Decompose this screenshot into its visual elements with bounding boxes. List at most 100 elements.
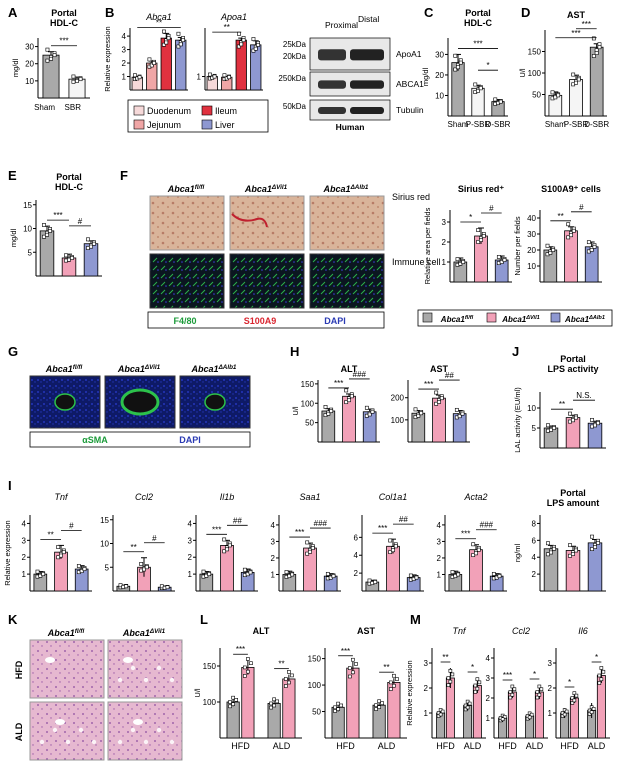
data-point: [348, 666, 352, 670]
panel-label-B: B: [105, 5, 114, 20]
data-point: [41, 572, 46, 577]
data-point: [208, 72, 212, 77]
y-tick-label: 15: [23, 201, 32, 210]
y-tick-label: 150: [301, 380, 315, 389]
data-point: [231, 695, 235, 700]
data-point: [437, 400, 441, 404]
data-point: [176, 31, 181, 36]
data-point: [364, 405, 369, 410]
significance-label: **: [48, 530, 54, 539]
image-column-label: Abca1fl/fl: [45, 364, 83, 375]
x-tick-label: D-SBR: [486, 120, 511, 129]
y-tick-label: 100: [528, 69, 542, 78]
data-point: [89, 244, 93, 249]
panel-g-stain-legend: αSMA DAPI: [29, 431, 251, 448]
x-tick-label: Sham: [34, 103, 55, 112]
significance-label: *: [533, 670, 536, 679]
data-point: [325, 571, 330, 576]
x-tick-label: ALD: [464, 741, 482, 751]
panel-label-E: E: [8, 168, 17, 183]
data-point: [75, 78, 79, 83]
data-point: [290, 572, 295, 577]
significance-label: ***: [571, 29, 580, 38]
data-point: [478, 86, 483, 91]
data-point: [499, 260, 504, 264]
significance-label: **: [131, 543, 137, 552]
data-point: [546, 541, 550, 546]
data-point: [310, 546, 315, 550]
blot-protein-label: ABCA1: [396, 79, 424, 89]
legend-frame: [127, 99, 269, 133]
panel-m-tnf-chart: 1 2 3 Relative expression ** HFD * ALD Tnf: [405, 626, 486, 751]
data-point: [539, 687, 544, 692]
y-tick-label: 6: [354, 533, 359, 542]
data-point: [476, 547, 481, 552]
data-point: [243, 674, 247, 678]
data-point: [571, 552, 575, 556]
image-column-label: Abca1ΔAlb1: [323, 184, 369, 195]
data-point: [537, 692, 542, 697]
data-point: [446, 676, 451, 680]
data-point: [599, 666, 604, 670]
data-point: [391, 548, 395, 553]
vessel-mark: [204, 393, 226, 411]
chart-title: Il6: [578, 626, 588, 636]
chart-title: AST: [357, 626, 376, 636]
chart-title: Tnf: [452, 626, 467, 636]
data-point: [591, 707, 596, 711]
legend-label: Liver: [215, 120, 235, 130]
chart-title: Sirius red⁺: [458, 184, 505, 194]
significance-label: *: [486, 61, 489, 70]
data-point: [589, 248, 594, 252]
data-point: [450, 570, 455, 574]
data-point: [284, 677, 288, 681]
data-point: [597, 45, 602, 50]
data-point: [64, 253, 68, 258]
lipid-droplet-mark: [130, 665, 136, 671]
panel-l-ast-chart: 50 100 150 *** HFD ** ALD AST: [308, 626, 407, 751]
blot-marker: 250kDa: [278, 74, 306, 83]
legend-swatch: [133, 105, 145, 116]
panel-i-ccl2-chart: 5 10 15 ** # Ccl2: [100, 492, 175, 592]
y-tick-label: 4: [532, 553, 537, 562]
panel-i-acta2-chart: 1 2 3 4 *** ### Acta2: [437, 492, 507, 592]
he-micrograph: [29, 701, 105, 761]
data-point: [535, 695, 540, 700]
lipid-droplet-mark: [156, 727, 162, 733]
data-point: [308, 549, 312, 554]
image-column-label: Abca1fl/fl: [167, 184, 205, 195]
data-point: [246, 669, 250, 674]
data-point: [455, 257, 460, 262]
data-point: [78, 77, 83, 82]
lipid-droplet-mark: [169, 739, 175, 745]
data-point: [601, 669, 606, 674]
y-tick-label: 1: [188, 570, 193, 579]
significance-label: ##: [445, 371, 454, 380]
panel-f-sirius-chart: 1 2 3 Relative area per fields * # Sirius red⁺: [423, 184, 512, 284]
significance-label: ***: [424, 380, 433, 389]
stain-legend-label: S100A9: [244, 316, 277, 326]
chart-title: Apoa1: [220, 12, 247, 22]
data-point: [339, 703, 343, 708]
vessel-mark: [54, 393, 76, 411]
y-tick-label: 1: [442, 258, 447, 267]
legend-swatch: [422, 312, 433, 323]
y-tick-label: 2: [548, 684, 553, 693]
vessel-mark: [45, 657, 55, 663]
data-point: [71, 74, 76, 79]
data-point: [354, 662, 358, 666]
data-point: [593, 423, 597, 428]
data-point: [76, 564, 81, 568]
significance-label: #: [69, 521, 74, 530]
data-point: [476, 228, 481, 232]
data-point: [566, 235, 571, 240]
data-point: [473, 683, 478, 688]
data-point: [496, 255, 501, 259]
y-tick-label: 15: [100, 516, 109, 525]
data-point: [456, 572, 461, 577]
panel-label-L: L: [200, 612, 208, 627]
data-point: [45, 58, 50, 63]
data-point: [124, 584, 129, 589]
significance-label: **: [558, 212, 564, 221]
